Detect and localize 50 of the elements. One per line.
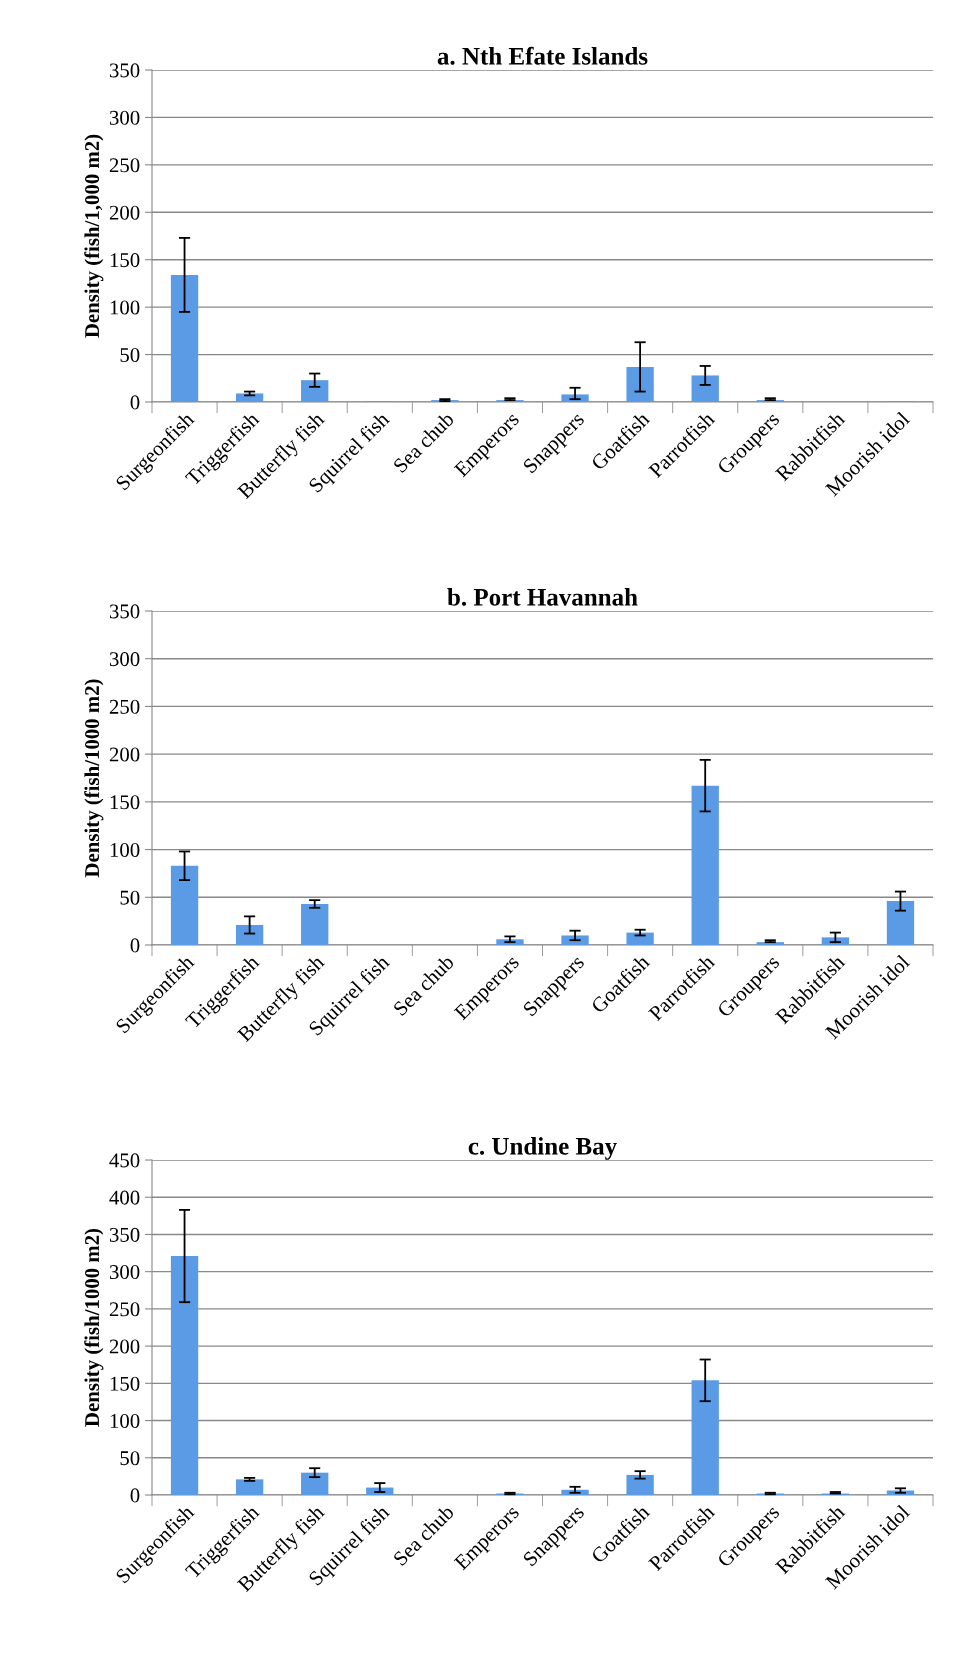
y-tick-label: 250 [109, 699, 140, 714]
y-tick-label: 300 [109, 652, 140, 667]
bar [170, 274, 199, 402]
bar [170, 1256, 199, 1495]
y-tick-label: 450 [109, 1153, 140, 1168]
y-tick-label: 400 [109, 1190, 140, 1205]
y-axis-title: Density (fish/1000 m2) [84, 1228, 104, 1427]
bar [626, 366, 654, 402]
bar [626, 932, 654, 945]
y-tick-label: 250 [109, 158, 140, 173]
bar [691, 785, 719, 945]
y-tick-label: 200 [109, 1339, 140, 1354]
y-tick-label: 200 [109, 205, 140, 220]
y-tick-label: 0 [130, 395, 140, 410]
y-tick-label: 100 [110, 1413, 140, 1428]
x-tick-label: Sea chub [392, 410, 455, 474]
y-tick-label: 50 [120, 890, 140, 905]
bar [170, 865, 199, 945]
bar [301, 1472, 329, 1495]
y-tick-label: 50 [120, 347, 140, 362]
x-tick-label: Sea chub [392, 953, 455, 1017]
y-axis-title: Density (fish/1000 m2) [84, 679, 104, 878]
y-tick-label: 100 [110, 300, 140, 315]
bar [691, 1380, 719, 1495]
bar [301, 903, 329, 945]
y-tick-label: 350 [109, 1227, 140, 1242]
bar [886, 901, 915, 945]
chart-title: a. Nth Efate Islands [437, 46, 648, 65]
bar [235, 924, 264, 945]
y-axis-title: Density (fish/1,000 m2) [84, 134, 104, 338]
y-tick-label: 0 [130, 938, 140, 953]
y-tick-label: 100 [110, 842, 140, 857]
bar [626, 1474, 654, 1495]
y-tick-label: 350 [109, 63, 140, 78]
y-tick-label: 150 [110, 1376, 140, 1391]
y-tick-label: 350 [109, 604, 140, 619]
y-tick-label: 50 [120, 1451, 140, 1466]
bar [691, 375, 719, 402]
chart-title: b. Port Havannah [447, 588, 638, 606]
y-tick-label: 300 [109, 110, 140, 125]
y-tick-label: 150 [110, 253, 140, 268]
x-tick-label: Sea chub [392, 1503, 455, 1567]
y-tick-label: 250 [109, 1302, 140, 1317]
y-tick-label: 300 [109, 1265, 140, 1280]
bar [301, 380, 329, 402]
y-tick-label: 0 [130, 1488, 140, 1503]
y-tick-label: 200 [109, 747, 140, 762]
y-tick-label: 150 [110, 795, 140, 810]
chart-title: c. Undine Bay [468, 1137, 617, 1160]
bar [235, 1479, 264, 1495]
